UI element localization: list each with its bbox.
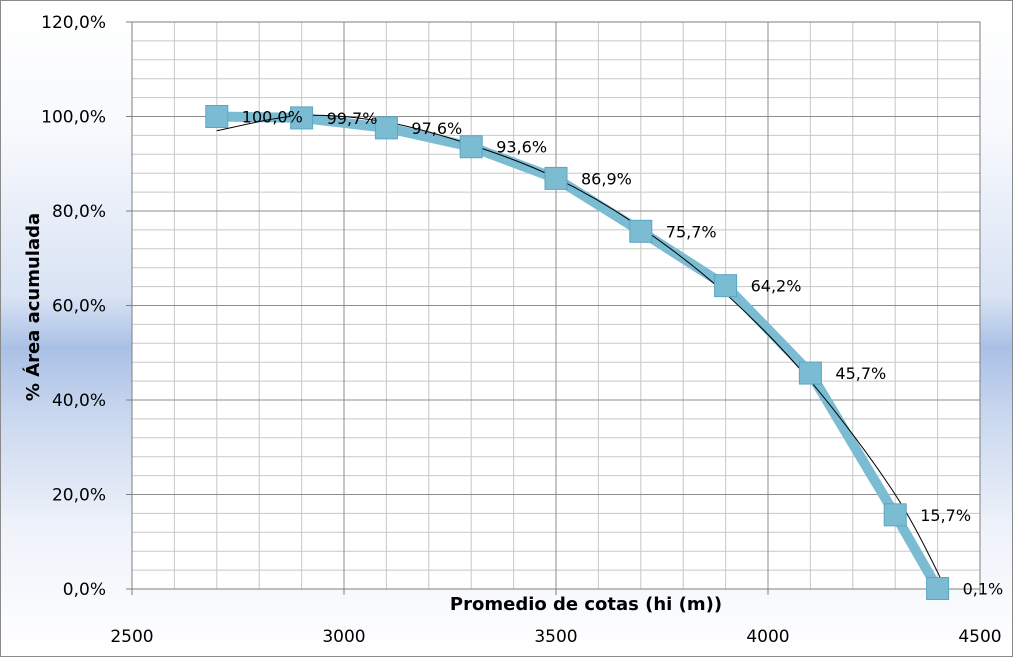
y-tick-label: 20,0%: [52, 486, 106, 506]
x-axis-title: Promedio de cotas (hi (m)): [450, 594, 722, 615]
x-axis-ticks: 2500 3000 3500 4000 4500: [110, 589, 1002, 647]
data-label: 93,6%: [496, 138, 547, 157]
data-point-marker: [459, 135, 483, 159]
x-tick-label: 2500: [110, 627, 153, 647]
trendline: [216, 114, 947, 590]
data-point-marker: [205, 105, 229, 128]
data-point-marker: [374, 116, 398, 140]
y-axis-ticks: 0,0% 20,0% 40,0% 60,0% 80,0% 100,0% 120,0%: [41, 13, 132, 600]
y-tick-label: 120,0%: [41, 13, 106, 33]
x-tick-label: 3500: [534, 627, 577, 647]
series-line: [211, 111, 943, 594]
data-label: 0,1%: [963, 580, 1004, 599]
y-tick-label: 60,0%: [52, 297, 106, 317]
data-point-marker: [926, 577, 950, 601]
data-point-marker: [883, 503, 907, 527]
data-label: 99,7%: [327, 109, 378, 128]
data-point-marker: [798, 361, 822, 385]
data-label: 64,2%: [751, 277, 802, 296]
y-tick-label: 40,0%: [52, 391, 106, 411]
x-tick-label: 4500: [958, 627, 1001, 647]
y-tick-label: 100,0%: [41, 108, 106, 128]
data-point-marker: [544, 166, 568, 190]
data-label: 75,7%: [666, 222, 717, 241]
data-label: 45,7%: [835, 364, 886, 383]
series-markers: [205, 105, 950, 601]
x-tick-label: 4000: [746, 627, 789, 647]
data-label: 86,9%: [581, 169, 632, 188]
data-labels: 100,0% 99,7% 97,6% 93,6% 86,9% 75,7% 64,2% 45,7…: [242, 108, 1003, 599]
y-tick-label: 0,0%: [63, 580, 106, 600]
data-label: 15,7%: [920, 506, 971, 525]
y-axis-title: % Área acumulada: [22, 213, 44, 401]
data-point-marker: [290, 106, 314, 130]
data-point-marker: [629, 219, 653, 243]
data-point-marker: [714, 274, 738, 298]
data-label: 97,6%: [411, 119, 462, 138]
x-tick-label: 3000: [322, 627, 365, 647]
y-tick-label: 80,0%: [52, 202, 106, 222]
data-label: 100,0%: [242, 108, 303, 127]
